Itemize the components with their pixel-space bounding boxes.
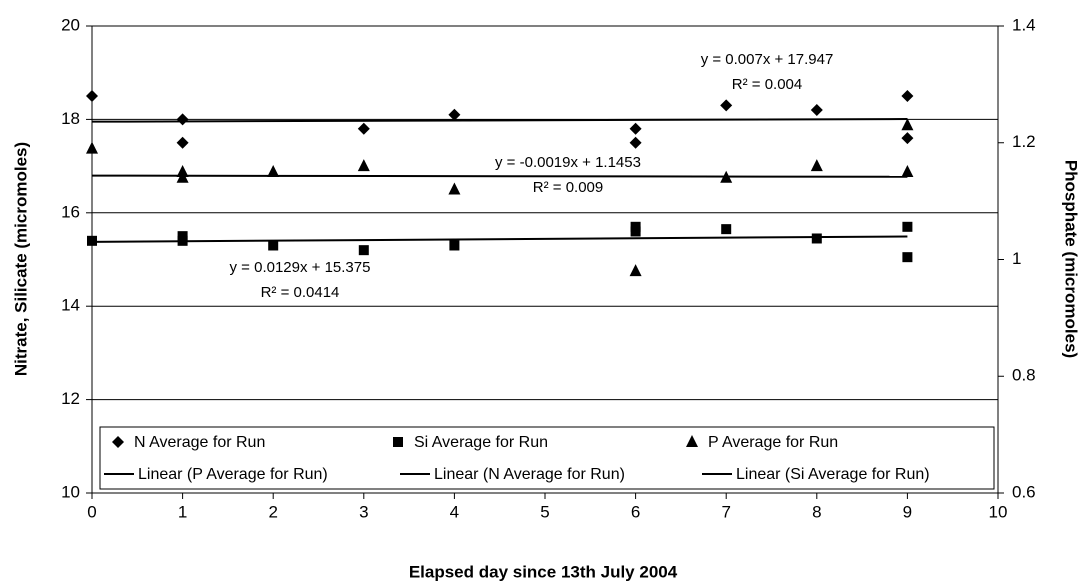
point	[902, 252, 913, 263]
trend-equation: y = 0.007x + 17.947	[701, 51, 834, 68]
point	[86, 141, 98, 154]
x-axis-label: Elapsed day since 13th July 2004	[409, 562, 678, 581]
point	[448, 182, 461, 195]
point	[721, 224, 732, 235]
y2-tick-label: 0.6	[1012, 482, 1036, 501]
x-tick-label: 9	[903, 502, 912, 521]
y2-tick-label: 1	[1012, 249, 1021, 268]
y2-tick-label: 0.8	[1012, 366, 1036, 385]
x-tick-label: 10	[989, 502, 1008, 521]
point	[810, 159, 823, 172]
point	[177, 235, 188, 246]
trend-line	[91, 235, 908, 243]
point	[901, 164, 914, 177]
y-axis-label: Nitrate, Silicate (micromoles)	[11, 142, 30, 376]
y-tick-label: 10	[61, 482, 80, 501]
x-tick-label: 7	[721, 502, 730, 521]
legend-marker	[686, 435, 698, 447]
point	[448, 108, 461, 121]
y-tick-label: 16	[61, 202, 80, 221]
x-tick-label: 3	[359, 502, 368, 521]
point	[629, 122, 642, 135]
legend-marker	[393, 437, 403, 447]
y-tick-label: 12	[61, 389, 80, 408]
point	[629, 136, 642, 149]
point	[357, 159, 370, 172]
y2-axis-label: Phosphate (micromoles)	[1062, 160, 1081, 358]
legend-label: Linear (P Average for Run)	[138, 466, 328, 483]
x-tick-label: 6	[631, 502, 640, 521]
point	[267, 164, 280, 177]
point	[268, 240, 279, 251]
trend-equation: y = -0.0019x + 1.1453	[495, 154, 641, 171]
y-tick-label: 14	[61, 296, 80, 315]
trend-line	[91, 174, 908, 178]
x-tick-label: 4	[450, 502, 459, 521]
point	[358, 245, 369, 256]
point	[811, 233, 822, 244]
x-tick-label: 2	[268, 502, 277, 521]
point	[810, 104, 823, 117]
x-tick-label: 0	[87, 502, 96, 521]
x-tick-label: 1	[178, 502, 187, 521]
legend-label: Si Average for Run	[414, 434, 548, 451]
legend-label: N Average for Run	[134, 434, 265, 451]
point	[901, 118, 914, 131]
trend-r-squared: R² = 0.0414	[261, 284, 340, 301]
trend-line	[91, 118, 908, 123]
x-tick-label: 5	[540, 502, 549, 521]
legend-label: Linear (Si Average for Run)	[736, 466, 930, 483]
point	[357, 122, 370, 135]
legend-label: Linear (N Average for Run)	[434, 466, 625, 483]
trend-equation: y = 0.0129x + 15.375	[230, 259, 371, 276]
legend-label: P Average for Run	[708, 434, 838, 451]
point	[176, 136, 189, 149]
point	[901, 132, 914, 145]
point	[176, 113, 189, 126]
point	[176, 170, 189, 183]
point	[630, 226, 641, 237]
point	[87, 235, 97, 246]
legend-box	[99, 426, 995, 490]
y-tick-label: 20	[61, 15, 80, 34]
x-tick-label: 8	[812, 502, 821, 521]
y2-tick-label: 1.2	[1012, 132, 1036, 151]
point	[720, 99, 733, 112]
trend-r-squared: R² = 0.004	[732, 76, 802, 93]
trend-r-squared: R² = 0.009	[533, 179, 603, 196]
point	[901, 90, 914, 103]
point	[86, 90, 98, 103]
point	[449, 240, 460, 251]
y-tick-label: 18	[61, 109, 80, 128]
y2-tick-label: 1.4	[1012, 15, 1036, 34]
point	[720, 170, 733, 183]
point	[902, 221, 913, 232]
point	[629, 264, 642, 277]
legend-marker	[112, 436, 124, 448]
